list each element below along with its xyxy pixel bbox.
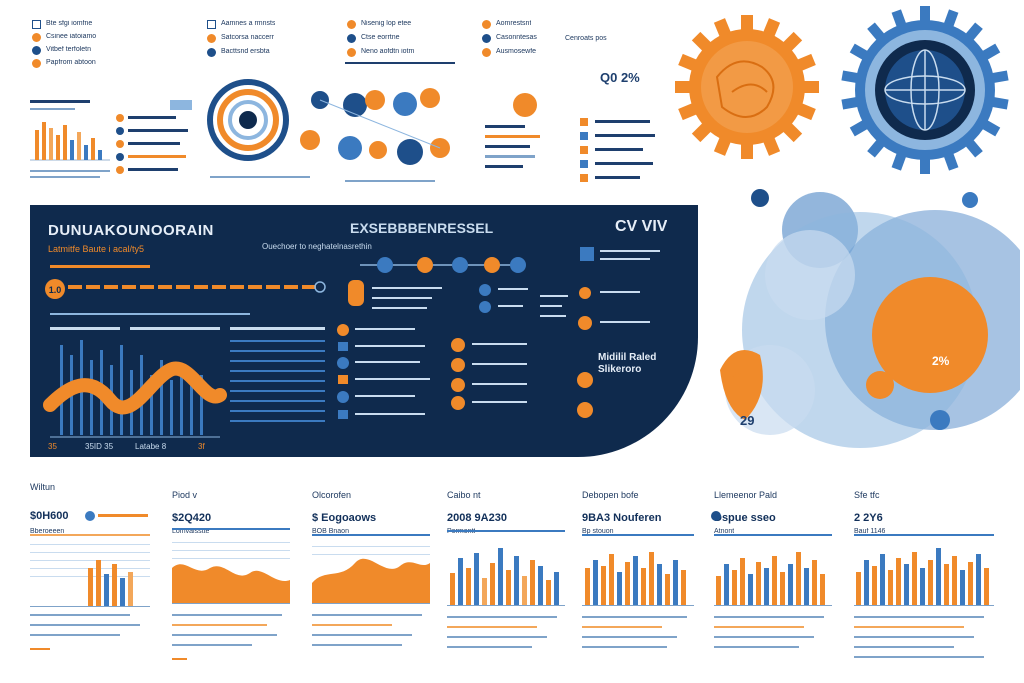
card-title: Caibo nt — [447, 490, 481, 500]
venn-value-2: 29 — [740, 413, 754, 428]
top-block-3-line-2: Ctse eorrtne — [361, 34, 400, 41]
chart-icon — [207, 20, 216, 29]
bullet-icon — [347, 20, 356, 29]
bullet-icon — [482, 20, 491, 29]
card-value: 2 2Y6 — [854, 512, 883, 524]
card4-chart — [447, 530, 565, 648]
bullet-icon — [32, 59, 41, 68]
card-value: $2Q420 — [172, 512, 212, 524]
card-title: Piod v — [172, 490, 198, 500]
top-block-2-line-3: Bacttsnd ersbta — [221, 48, 270, 55]
top-block-1-line-2: Csinee iatoiamo — [46, 33, 97, 40]
top-block-3-line-3: Neno aofdtn iotm — [361, 48, 415, 55]
bullet-icon — [207, 48, 216, 57]
card-title: Llemeenor Pald — [714, 490, 778, 500]
dark-panel-subtitle: EXSEBBBENRESSEL — [350, 220, 494, 236]
bottom-card-2: Piod v $2Q420 Lomvalsstte — [170, 470, 300, 675]
card1-chart — [30, 511, 150, 650]
dark-panel-orange-caption: Latmitfe Baute i acal/ty5 — [48, 244, 145, 254]
card-caption: Bberoeeen — [30, 528, 65, 535]
timeline-circle-label: 1.0 — [49, 285, 62, 295]
bottom-card-1: Wiltun $0H600 Bberoeeen — [28, 470, 158, 675]
dark-panel-mid-caption: Ouechoer to neghatelnasrethin — [262, 242, 372, 251]
bottom-card-3: Olcorofen $ Eogoaows BOB Bnaon — [310, 470, 440, 675]
axis-label-3: Latabe 8 — [135, 442, 167, 451]
venn-value-1: 33 — [730, 369, 742, 381]
bullet-icon — [32, 46, 41, 55]
top-block-4-line-2: Casonntesas — [496, 34, 537, 41]
card-value: Dspue sseo — [714, 512, 776, 524]
bullet-icon — [207, 34, 216, 43]
top-block-1-line-4: Papfrom abtoon — [46, 59, 96, 66]
top-block-1-line-1: Bte sfgi iomfne — [46, 20, 93, 27]
card-title: Wiltun — [30, 482, 56, 492]
card-caption: Bp stouon — [582, 528, 614, 535]
top-block-4-line-1: Aomrestsnt — [496, 20, 532, 27]
card6-chart — [711, 511, 832, 648]
top-block-4: Aomrestsnt Casonntesas Ausmosewfe — [480, 18, 610, 68]
dark-panel-title: DUNUAKOUNOORAIN — [48, 222, 214, 239]
mini-bar-chart — [30, 122, 110, 161]
doc-icon — [32, 20, 41, 29]
card-value: $ Eogoaows — [312, 512, 377, 524]
bottom-card-5: Debopen bofe 9BA3 Nouferen Bp stouon — [580, 470, 710, 675]
card-value: 9BA3 Nouferen — [582, 512, 662, 524]
top-right-big-number: Q0 2% — [600, 70, 640, 85]
process-flow — [348, 257, 528, 313]
top-right-stat: Q0 2% — [600, 70, 670, 100]
top-right-label: Cenroats pos — [565, 35, 607, 42]
card3-chart — [312, 534, 430, 646]
bullet-icon — [347, 34, 356, 43]
icon-list — [116, 100, 192, 174]
axis-label-4: 3f — [198, 442, 205, 451]
card-value: 2008 9A230 — [447, 512, 507, 524]
card7-chart — [854, 534, 994, 658]
bullet-icon — [32, 33, 41, 42]
bullet-icon — [482, 48, 491, 57]
card-title: Olcorofen — [312, 490, 352, 500]
bottom-card-6: Llemeenor Pald Dspue sseo Atnont — [712, 470, 842, 675]
bullet-icon — [347, 48, 356, 57]
timeline: 1.0 — [45, 265, 326, 299]
ring-graphic — [207, 79, 289, 161]
card-title: Debopen bofe — [582, 490, 639, 500]
small-list — [485, 93, 655, 182]
card5-chart — [582, 534, 694, 648]
card-caption: Atnont — [714, 528, 735, 535]
top-block-2-line-2: Satcorsa naccerr — [221, 34, 274, 41]
top-block-1-line-3: Vitbef terfoletn — [46, 46, 92, 53]
top-block-1: Bte sfgi iomfne Csinee iatoiamo Vitbef t… — [28, 18, 178, 68]
card-title: Sfe tfc — [854, 490, 880, 500]
card-caption: Lomvalsstte — [172, 528, 210, 535]
dark-panel-side-title: CV VIV — [615, 218, 668, 235]
bottom-card-7: Sfe tfc 2 2Y6 Bauf 1146 — [852, 470, 982, 675]
blue-gear-globe — [841, 6, 1009, 174]
wave-bar-chart — [43, 340, 227, 438]
venn-value-3: 2% — [932, 354, 950, 368]
data-table-lines — [230, 327, 325, 422]
bottom-charts — [30, 511, 994, 660]
axis-label-2: 35ID 35 — [85, 442, 114, 451]
icon-list-dark — [337, 324, 527, 419]
orange-gear — [675, 15, 819, 159]
card-value: $0H600 — [30, 510, 69, 522]
bullet-icon — [482, 34, 491, 43]
card-caption: Bauf 1146 — [854, 528, 886, 535]
top-block-4-line-3: Ausmosewfe — [496, 48, 537, 55]
axis-label-1: 35 — [48, 442, 57, 451]
card2-chart — [172, 528, 290, 660]
top-block-2-line-1: Aamnes a rmnsts — [221, 20, 276, 27]
top-block-2: Aamnes a rmnsts Satcorsa naccerr Bacttsn… — [205, 18, 335, 68]
venn-circles — [720, 189, 1020, 448]
venn-map-graphic: 33 29 2% — [720, 189, 1020, 448]
card-caption: BOB Bnaon — [312, 528, 349, 535]
top-block-3-line-1: Nisenig lop etee — [361, 20, 412, 27]
right-icon-column — [540, 247, 660, 418]
bubble-cluster — [300, 88, 450, 165]
dark-panel-graphics: 1.0 35 35ID 35 Latabe 8 3f — [43, 247, 660, 451]
top-block-3: Nisenig lop etee Ctse eorrtne Neno aofdt… — [345, 18, 475, 68]
top-row-graphics — [30, 62, 655, 182]
dark-panel-list-title: Midilil Raled Slikeroro — [598, 352, 657, 375]
